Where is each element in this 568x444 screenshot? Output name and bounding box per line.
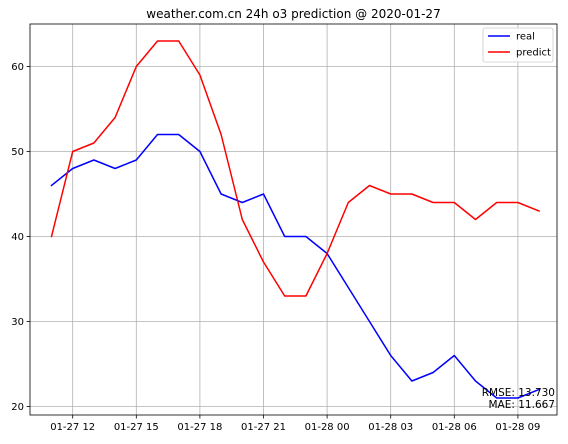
chart-title: weather.com.cn 24h o3 prediction @ 2020-… <box>146 7 440 21</box>
y-tick-label: 20 <box>11 402 24 413</box>
y-tick-label: 40 <box>11 232 24 243</box>
axis-ticks: 01-27 12 01-27 15 01-27 18 01-27 21 01-28 00… <box>11 62 540 433</box>
x-tick-label: 01-27 12 <box>50 422 95 433</box>
plot-area-frame <box>29 23 558 416</box>
rmse-annotation: RMSE: 13.730 <box>482 387 555 399</box>
series-line-real <box>50 133 541 399</box>
grid-lines <box>30 24 557 415</box>
y-tick-label: 30 <box>11 317 24 328</box>
y-tick-label: 50 <box>11 147 24 158</box>
legend-label-predict: predict <box>516 48 551 59</box>
series-line-predict <box>50 40 541 297</box>
mae-annotation: MAE: 11.667 <box>489 399 556 411</box>
x-tick-label: 01-28 06 <box>432 422 477 433</box>
x-tick-label: 01-27 15 <box>114 422 159 433</box>
y-tick-label: 60 <box>11 62 24 73</box>
legend-label-real: real <box>516 32 535 43</box>
x-tick-label: 01-28 09 <box>495 422 540 433</box>
x-tick-label: 01-27 21 <box>241 422 286 433</box>
x-tick-label: 01-28 03 <box>368 422 413 433</box>
series-lines <box>50 40 541 399</box>
legend: real predict <box>482 27 554 63</box>
x-tick-label: 01-27 18 <box>177 422 222 433</box>
x-tick-label: 01-28 00 <box>305 422 350 433</box>
